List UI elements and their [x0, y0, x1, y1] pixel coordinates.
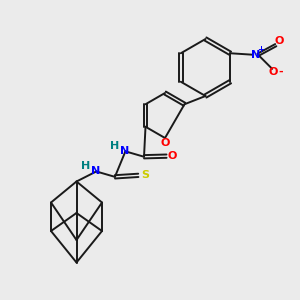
Text: H: H	[81, 161, 90, 171]
Text: O: O	[274, 36, 283, 46]
Text: -: -	[279, 67, 283, 77]
Text: H: H	[110, 141, 119, 151]
Text: S: S	[141, 170, 149, 180]
Text: N: N	[91, 166, 100, 176]
Text: N: N	[120, 146, 129, 156]
Text: O: O	[168, 151, 177, 161]
Text: +: +	[258, 45, 265, 54]
Text: N: N	[251, 50, 260, 60]
Text: O: O	[161, 138, 170, 148]
Text: O: O	[269, 67, 278, 77]
